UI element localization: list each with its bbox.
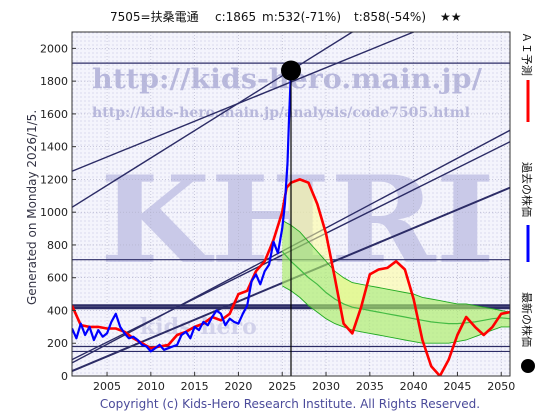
x-tick-label-2020: 2020 [224, 380, 252, 393]
forecast-band-lower-line [281, 285, 510, 344]
y-tick-label-1200: 1200 [40, 173, 68, 186]
forecast-band [281, 179, 510, 344]
x-tick-label-2035: 2035 [356, 380, 384, 393]
legend-ai-forecast-label: ＡＩ予測 [520, 32, 534, 76]
legend-latest-price-dot [521, 359, 535, 373]
y-tick-label-400: 400 [47, 304, 68, 317]
plot-frame [71, 31, 511, 377]
x-tick-label-2040: 2040 [400, 380, 428, 393]
forecast-gap-fill [286, 179, 414, 334]
y-tick-label-1000: 1000 [40, 206, 68, 219]
latest-marker-group [281, 60, 301, 376]
price-series [72, 70, 510, 376]
legend-latest-price-label: 最新の株価 [520, 292, 534, 347]
y-tick-label-0: 0 [61, 370, 68, 383]
y-tick-label-800: 800 [47, 239, 68, 252]
forecast-band-upper-line [281, 220, 510, 313]
legend-past-price-label: 過去の株価 [520, 162, 534, 217]
trend-line-3 [72, 32, 414, 172]
y-tick-label-200: 200 [47, 337, 68, 350]
x-tick-label-2050: 2050 [487, 380, 515, 393]
target-price-label: t:858(-54%) [354, 10, 426, 24]
y-tick-label-600: 600 [47, 272, 68, 285]
x-tick-label-2015: 2015 [181, 380, 209, 393]
latest-price-dot [281, 60, 301, 81]
trend-line-4 [72, 32, 353, 208]
x-tick-label-2045: 2045 [443, 380, 471, 393]
x-tick-label-2030: 2030 [312, 380, 340, 393]
copyright-notice: Copyright (c) Kids-Hero Research Institu… [100, 397, 480, 411]
x-axis-ticks: 2005 2010 2015 2020 2025 2030 2035 2040 2045 2050 [93, 372, 515, 393]
y-tick-label-2000: 2000 [40, 42, 68, 55]
y-tick-label-1600: 1600 [40, 108, 68, 121]
y-tick-label-1800: 1800 [40, 75, 68, 88]
x-tick-label-2005: 2005 [93, 380, 121, 393]
x-tick-label-2025: 2025 [268, 380, 296, 393]
y-tick-label-1400: 1400 [40, 141, 68, 154]
stock-code-name: 7505=扶桑電通 [110, 9, 199, 24]
x-tick-label-2010: 2010 [137, 380, 165, 393]
generated-date-note: Generated on Monday 2026/1/5. [25, 110, 39, 305]
y-axis-ticks: 0 200 400 600 800 1000 1200 1400 1600 1800 2000 [40, 42, 76, 383]
legend-item-past-price: 過去の株価 [520, 162, 534, 262]
past-price-line [72, 70, 293, 353]
current-price-label: c:1865 [215, 10, 256, 24]
chart-header: 7505=扶桑電通 c:1865 m:532(-71%) t:858(-54%)… [110, 9, 462, 24]
legend: ＡＩ予測 過去の株価 最新の株価 [520, 32, 535, 373]
min-price-label: m:532(-71%) [262, 10, 341, 24]
legend-item-latest-price: 最新の株価 [520, 292, 535, 373]
watermark-url-sub: http://kids-hero.main.jp/analysis/code75… [92, 105, 470, 121]
legend-item-ai-forecast: ＡＩ予測 [520, 32, 534, 122]
rating-stars: ★★ [440, 10, 462, 24]
forecast-band-fill [282, 220, 510, 344]
